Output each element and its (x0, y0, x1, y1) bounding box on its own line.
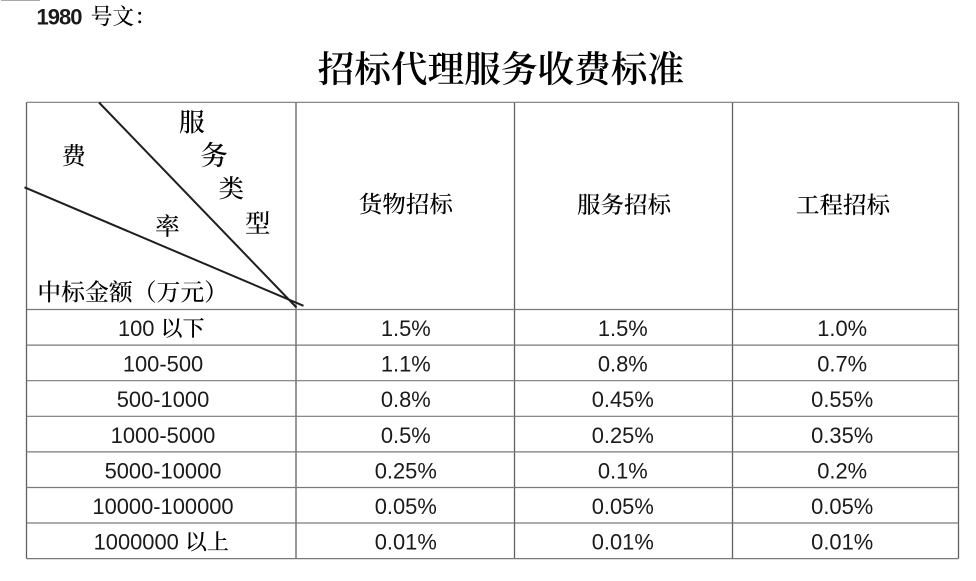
svg-text:100: 100 (118, 316, 155, 341)
svg-text:1.1%: 1.1% (381, 352, 431, 377)
svg-text:0.05%: 0.05% (375, 494, 437, 519)
svg-text:1980: 1980 (37, 4, 83, 29)
svg-text:1000-5000: 1000-5000 (111, 423, 216, 448)
svg-text:1.5%: 1.5% (598, 316, 648, 341)
svg-text:0.45%: 0.45% (592, 387, 654, 412)
svg-text:0.01%: 0.01% (592, 530, 654, 555)
svg-text:0.1%: 0.1% (598, 458, 648, 483)
svg-text:0.01%: 0.01% (811, 530, 873, 555)
svg-text:0.8%: 0.8% (381, 387, 431, 412)
svg-text:1000000: 1000000 (94, 530, 179, 555)
svg-text:5000-10000: 5000-10000 (105, 458, 222, 483)
svg-text:0.8%: 0.8% (598, 352, 648, 377)
svg-text:1.5%: 1.5% (381, 316, 431, 341)
svg-text:1.0%: 1.0% (817, 316, 867, 341)
svg-text:0.35%: 0.35% (811, 423, 873, 448)
svg-text:0.25%: 0.25% (375, 458, 437, 483)
svg-text:0.05%: 0.05% (811, 494, 873, 519)
svg-text:0.7%: 0.7% (817, 352, 867, 377)
svg-text:0.01%: 0.01% (375, 530, 437, 555)
svg-text:500-1000: 500-1000 (117, 387, 210, 412)
svg-text:10000-100000: 10000-100000 (92, 494, 233, 519)
svg-text:100-500: 100-500 (123, 352, 203, 377)
svg-text:0.25%: 0.25% (592, 423, 654, 448)
svg-text:0.55%: 0.55% (811, 387, 873, 412)
svg-text:0.2%: 0.2% (817, 458, 867, 483)
svg-text:0.05%: 0.05% (592, 494, 654, 519)
svg-text:0.5%: 0.5% (381, 423, 431, 448)
